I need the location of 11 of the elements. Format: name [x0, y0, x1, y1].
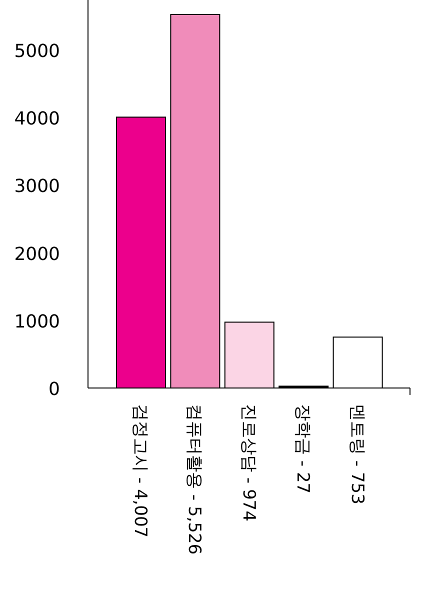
y-tick-label: 3000: [14, 176, 60, 198]
y-tick-label: 2000: [14, 244, 60, 265]
x-tick-label: 장학금 - 27: [292, 404, 313, 494]
x-tick-label: 멘토링 - 753: [346, 404, 367, 504]
y-tick-label: 0: [48, 379, 60, 400]
y-tick-label: 5000: [14, 41, 60, 62]
y-tick-label: 1000: [14, 311, 60, 332]
y-tick-label: 4000: [14, 108, 60, 130]
x-tick-label: 검정고시 - 4,007: [130, 404, 150, 538]
x-tick-label: 진로상담 - 974: [238, 404, 258, 522]
x-tick-label: 컴퓨터활용 - 5,526: [184, 404, 204, 555]
